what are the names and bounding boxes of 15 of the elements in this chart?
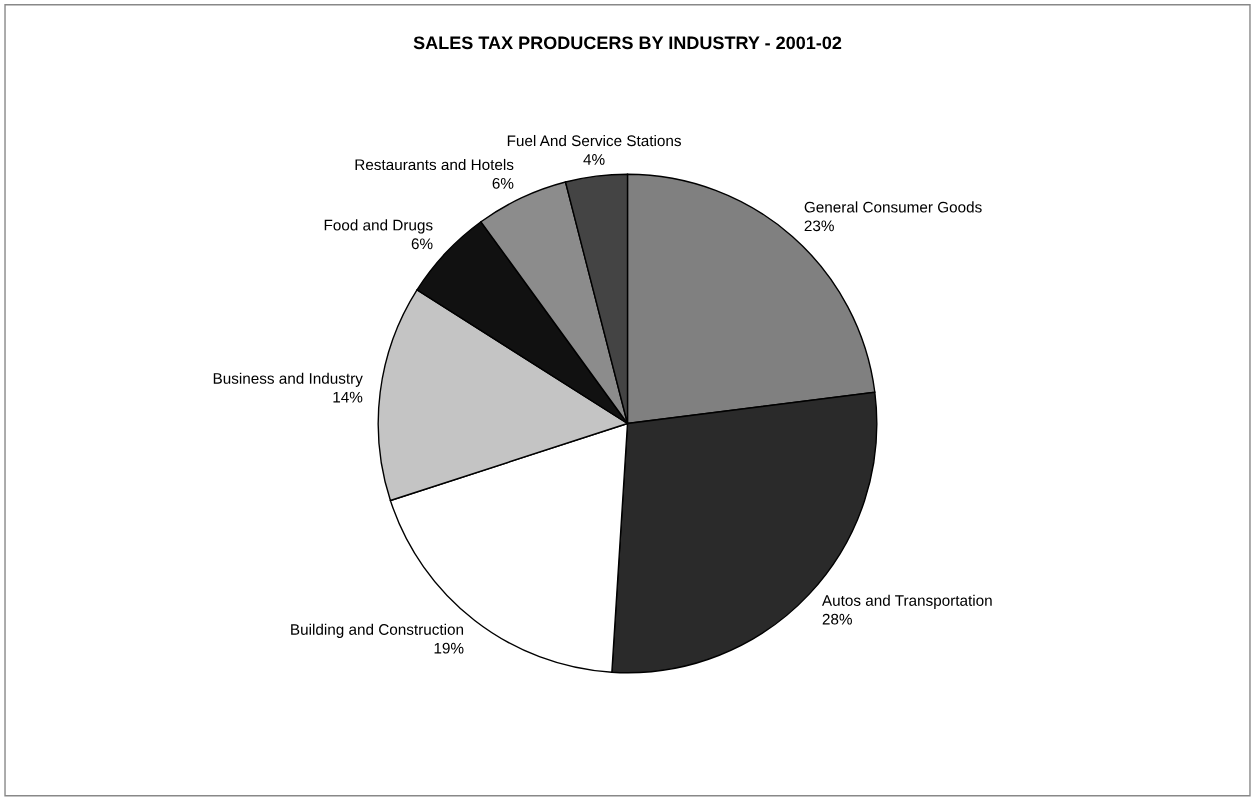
slice-label: Autos and Transportation: [821, 594, 992, 609]
slice-label: Building and Construction: [291, 623, 464, 638]
slice-label: Restaurants and Hotels: [355, 158, 514, 171]
data-label: 4%: [583, 154, 605, 165]
slice-label: Business and Industry: [213, 372, 363, 387]
slice-label: Food and Drugs: [324, 219, 433, 234]
data-label: 28%: [822, 613, 852, 625]
slice-label: Fuel And Service Stations: [507, 134, 681, 147]
data-label: 19%: [434, 642, 464, 654]
data-label: 6%: [411, 238, 433, 250]
data-label: 23%: [804, 220, 834, 232]
chart-title: SALES TAX PRODUCERS BY INDUSTRY - 2001-02: [413, 36, 842, 50]
data-label: 14%: [333, 391, 363, 403]
data-label: 6%: [492, 177, 514, 189]
slice-label: General Consumer Goods: [804, 201, 982, 213]
